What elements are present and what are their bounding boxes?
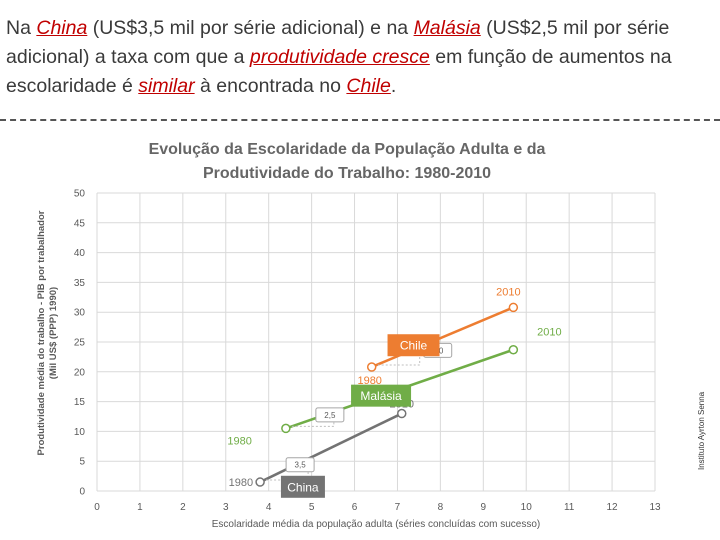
y-axis-label-line-1: Produtividade média do trabalho - PIB po… [36, 210, 47, 455]
headline-text: (US$2,5 mil por série adicional) a taxa … [6, 17, 670, 68]
slope-label: 3,5 [295, 461, 307, 470]
data-point-start [366, 362, 377, 372]
grid [96, 192, 656, 492]
point-label-start: 1980 [227, 435, 251, 447]
data-point-start [281, 423, 291, 434]
headline-text: em função de aumentos na escolaridade é [6, 46, 672, 97]
y-tick-label: 40 [74, 248, 86, 259]
x-tick-label: 4 [266, 502, 272, 513]
y-tick-label: 35 [74, 278, 86, 289]
data-point-start [255, 477, 265, 487]
point-label-end: 2010 [537, 327, 561, 339]
series-name-box [351, 384, 412, 407]
series-name-label: Malásia [360, 389, 402, 403]
data-point-end [397, 408, 407, 419]
point-label-start: 1980 [357, 375, 381, 387]
y-tick-label: 15 [74, 397, 86, 408]
x-tick-label: 13 [649, 502, 661, 513]
x-tick-label: 11 [564, 502, 575, 513]
y-tick-label: 30 [74, 308, 86, 319]
highlight-china: China [36, 17, 88, 39]
y-tick-label: 50 [74, 189, 86, 200]
headline-text: à encontrada no [194, 75, 347, 97]
x-tick-label: 7 [395, 502, 401, 513]
highlight-similar: similar [138, 75, 195, 97]
headline-text: . [390, 75, 397, 97]
series-malsia: 1980 2010 2,5 Malásia [227, 327, 561, 448]
y-tick-label: 10 [74, 427, 86, 438]
x-tick-label: 5 [309, 502, 315, 513]
series-layer: 198020103,5China198020102,5Malásia198020… [227, 286, 562, 498]
series-name-box [280, 475, 325, 498]
x-tick-label: 0 [94, 502, 100, 513]
y-tick-label: 45 [74, 218, 86, 229]
highlight-produtividade: produtividade cresce [249, 46, 430, 68]
data-point-end [508, 302, 519, 313]
chart-title-line-1: Evolução da Escolaridade da População Ad… [149, 141, 546, 158]
y-axis-label-line-2: (Mil US$ (PPP) 1990) [48, 287, 59, 379]
x-tick-label: 12 [607, 502, 619, 513]
series-name-box [387, 334, 440, 357]
x-tick-label: 3 [223, 502, 229, 513]
data-point-end [508, 344, 519, 355]
slope-guide [291, 411, 335, 427]
slope-label: 2,5 [324, 411, 336, 420]
x-tick-label: 1 [137, 502, 143, 513]
headline-text: (US$3,5 mil por série adicional) e na [87, 17, 414, 39]
x-tick-label: 10 [521, 502, 533, 513]
headline-text: Na [6, 17, 37, 39]
y-tick-label: 0 [79, 487, 85, 498]
highlight-chile: Chile [346, 75, 391, 97]
point-label-start: 1980 [229, 477, 253, 489]
x-axis-label: Escolaridade média da população adulta (… [212, 519, 541, 530]
series-line [371, 306, 514, 369]
watermark: Instituto Ayrton Senna [697, 391, 706, 470]
x-tick-label: 8 [438, 502, 444, 513]
dashed-divider [0, 119, 720, 121]
point-label-end: 2010 [496, 286, 520, 298]
series-line [259, 412, 403, 484]
chart-title-line-2: Produtividade do Trabalho: 1980-2010 [203, 165, 491, 182]
x-tick-label: 2 [180, 502, 186, 513]
highlight-malasia: Malásia [413, 17, 481, 39]
x-tick-label: 6 [352, 502, 358, 513]
headline: Na China (US$3,5 mil por série adicional… [6, 14, 716, 101]
y-tick-label: 5 [79, 457, 85, 468]
y-tick-label: 25 [74, 338, 86, 349]
x-tick-label: 9 [481, 502, 487, 513]
series-name-label: Chile [400, 339, 428, 353]
slope-box [315, 407, 345, 423]
y-tick-label: 20 [74, 367, 86, 378]
slope-box [285, 457, 315, 473]
series-name-label: China [287, 480, 319, 494]
